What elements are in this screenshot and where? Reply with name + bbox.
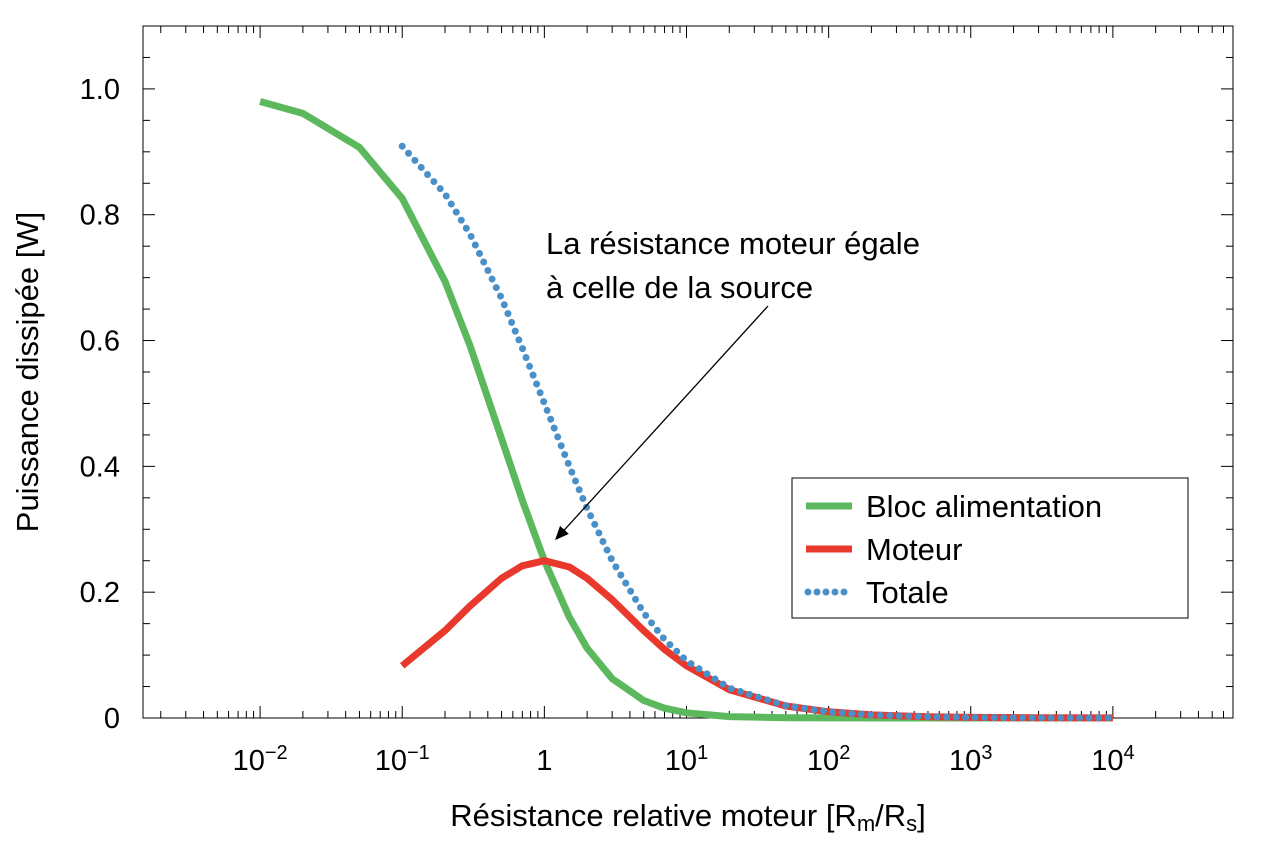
series-layer	[259, 98, 1117, 722]
annotation: La résistance moteur égale à celle de la…	[546, 226, 920, 541]
series-line-bloc-alimentation	[259, 98, 1113, 722]
y-tick-label: 0	[104, 703, 120, 735]
x-axis-label: Résistance relative moteur [Rm/Rs]	[450, 798, 926, 836]
x-tick-label: 10−2	[233, 742, 288, 777]
legend-label-totale: Totale	[866, 575, 949, 610]
legend-label-bloc-alimentation: Bloc alimentation	[866, 489, 1102, 524]
series-line-totale	[398, 142, 1117, 722]
x-tick-label: 102	[807, 742, 850, 777]
x-axis-label-sub2: s	[906, 811, 917, 836]
annotation-arrow	[555, 305, 769, 541]
x-axis-label-main: Résistance relative moteur [R	[450, 798, 857, 833]
annotation-line-1: La résistance moteur égale	[546, 226, 920, 261]
y-axis-label: Puissance dissipée [W]	[10, 212, 45, 532]
y-tick-label: 0.8	[80, 200, 120, 232]
y-tick-label: 0.6	[80, 326, 120, 358]
x-tick-label: 101	[665, 742, 708, 777]
y-tick-label: 0.2	[80, 577, 120, 609]
x-axis-label-mid: /R	[875, 798, 906, 833]
x-axis-label-sub1: m	[857, 811, 875, 836]
legend-label-moteur: Moteur	[866, 532, 962, 567]
annotation-line-2: à celle de la source	[546, 270, 813, 305]
x-tick-label: 10−1	[375, 742, 430, 777]
legend: Bloc alimentation Moteur Totale	[791, 477, 1189, 619]
x-tick-label: 104	[1091, 742, 1134, 777]
x-tick-label: 1	[536, 745, 552, 777]
y-tick-label: 0.4	[80, 451, 120, 483]
tick-labels: 10−2 10−1 1 101 102 103 104 0 0.2 0.4 0.6 0.8 1.0	[80, 74, 1135, 777]
y-tick-label: 1.0	[80, 74, 120, 106]
legend-box	[791, 477, 1189, 619]
x-axis-label-end: ]	[917, 798, 926, 833]
x-tick-label: 103	[949, 742, 992, 777]
